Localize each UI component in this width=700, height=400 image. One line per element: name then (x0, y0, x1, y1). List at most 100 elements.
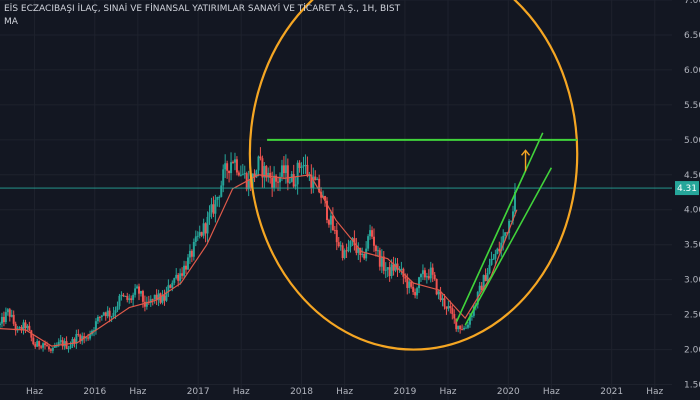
candle-body (513, 191, 516, 212)
y-tick-label: 5.50 (684, 101, 700, 111)
candle-body (419, 274, 422, 278)
candle-body (394, 263, 397, 271)
candle-body (347, 246, 350, 252)
candle-body (8, 309, 11, 317)
candle-body (484, 275, 487, 282)
candle-body (468, 317, 471, 325)
candle-body (261, 158, 264, 178)
candle-body (441, 298, 444, 301)
candle-body (472, 306, 475, 316)
candle-body (414, 292, 417, 296)
candle-body (275, 175, 278, 182)
candle-body (461, 329, 464, 331)
candle-body (421, 270, 424, 275)
candle-body (22, 322, 25, 331)
y-tick-label: 2.50 (684, 311, 700, 321)
candle-body (157, 293, 160, 301)
candle-body (79, 335, 82, 342)
candle-body (259, 156, 262, 159)
candle-body (71, 339, 74, 346)
y-tick-label: 4.50 (684, 171, 700, 181)
candle-body (38, 341, 41, 347)
candle-body (331, 215, 334, 231)
candle-body (77, 334, 80, 336)
candle-body (149, 299, 152, 303)
candle-body (296, 162, 299, 185)
candle-body (490, 258, 493, 265)
candle-body (443, 298, 446, 307)
x-tick-label: 2016 (83, 387, 106, 397)
candle-body (110, 316, 113, 318)
candle-body (202, 223, 205, 236)
candle-body (100, 315, 103, 318)
candle-body (372, 236, 375, 246)
y-tick-label: 4.00 (684, 206, 700, 216)
candle-body (463, 327, 466, 330)
candle-body (143, 301, 146, 307)
candle-body (73, 339, 76, 344)
candle-body (445, 306, 448, 309)
candle-body (329, 215, 332, 225)
candle-body (235, 159, 238, 173)
candle-body (251, 173, 254, 189)
candle-body (502, 235, 505, 243)
x-tick-label: 2019 (393, 387, 416, 397)
candle-body (506, 232, 509, 234)
candle-body (339, 245, 342, 247)
candle-body (122, 294, 125, 297)
candle-body (404, 276, 407, 279)
candle-body (210, 204, 213, 213)
x-tick-label: 2017 (187, 387, 210, 397)
candle-body (228, 170, 231, 174)
candle-body (186, 257, 189, 270)
candle-body (108, 310, 111, 317)
candle-body (427, 276, 430, 279)
candle-body (431, 267, 434, 275)
x-tick-label: 2020 (497, 387, 520, 397)
candle-body (53, 345, 56, 348)
candle-body (124, 295, 127, 297)
x-tick-label: Haz (26, 387, 43, 397)
candle-body (341, 245, 344, 258)
candle-body (408, 281, 411, 288)
y-tick-label: 2.00 (684, 346, 700, 356)
candle-body (314, 176, 317, 181)
candle-body (361, 253, 364, 255)
candle-body (128, 298, 131, 300)
candle-body (437, 291, 440, 295)
candle-body (36, 341, 39, 347)
candle-body (151, 299, 154, 301)
candle-body (185, 265, 188, 270)
candle-body (155, 294, 158, 301)
candle-body (75, 334, 78, 344)
candle-body (87, 337, 90, 339)
candle-body (504, 232, 507, 236)
candle-body (255, 170, 258, 178)
candle-body (304, 164, 307, 166)
x-tick-label: Haz (336, 387, 353, 397)
candle-body (96, 316, 99, 322)
candle-body (294, 184, 297, 187)
candle-body (89, 334, 92, 339)
candle-body (230, 162, 233, 174)
candle-body (337, 242, 340, 247)
candle-body (280, 165, 283, 177)
candle-body (63, 341, 66, 347)
candle-body (369, 230, 372, 237)
cup-ellipse (248, 0, 579, 351)
candle-body (439, 291, 442, 301)
candle-body (465, 327, 468, 329)
candle-body (253, 173, 256, 178)
channel-lower-line (464, 167, 553, 326)
candle-body (112, 312, 115, 317)
candle-body (286, 165, 289, 183)
candle-body (159, 293, 162, 303)
candle-body (386, 267, 389, 270)
candle-body (26, 325, 29, 329)
candle-body (175, 274, 178, 279)
candle-body (316, 178, 319, 181)
candle-body (355, 245, 358, 253)
candle-body (220, 185, 223, 197)
candle-body (380, 256, 383, 267)
